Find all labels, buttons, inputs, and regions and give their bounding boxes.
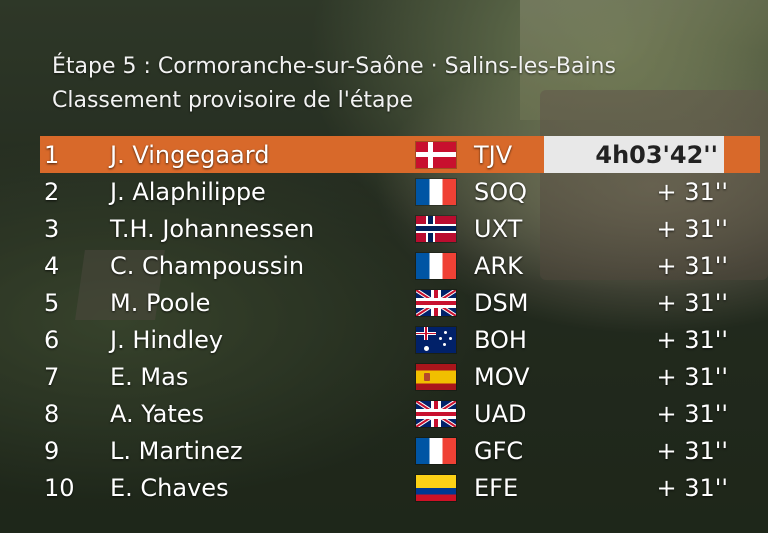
table-row: 8 A. Yates UAD + 31'' bbox=[40, 395, 760, 432]
table-row: 5 M. Poole DSM + 31'' bbox=[40, 284, 760, 321]
denmark-flag-icon bbox=[416, 141, 456, 168]
rank: 1 bbox=[44, 140, 60, 169]
team-code: UXT bbox=[474, 214, 523, 243]
rank: 8 bbox=[44, 399, 60, 428]
australia-flag-icon bbox=[416, 326, 456, 353]
team-code: GFC bbox=[474, 436, 524, 465]
table-row: 10 E. Chaves EFE + 31'' bbox=[40, 469, 760, 506]
time-gap: + 31'' bbox=[656, 436, 728, 465]
time-gap: + 31'' bbox=[656, 325, 728, 354]
time-gap: + 31'' bbox=[656, 399, 728, 428]
rank: 5 bbox=[44, 288, 60, 317]
table-row: 3 T.H. Johannessen UXT + 31'' bbox=[40, 210, 760, 247]
table-row: 6 J. Hindley BOH + 31'' bbox=[40, 321, 760, 358]
team-code: MOV bbox=[474, 362, 530, 391]
colombia-flag-icon bbox=[416, 474, 456, 501]
uk-flag-icon bbox=[416, 289, 456, 316]
classification-title: Classement provisoire de l'étape bbox=[52, 88, 413, 113]
team-code: SOQ bbox=[474, 177, 528, 206]
rider-name: J. Vingegaard bbox=[110, 140, 270, 169]
spain-flag-icon bbox=[416, 363, 456, 390]
team-code: EFE bbox=[474, 473, 519, 502]
leader-time-box bbox=[544, 136, 724, 173]
team-code: ARK bbox=[474, 251, 523, 280]
rider-name: T.H. Johannessen bbox=[110, 214, 315, 243]
time-gap: + 31'' bbox=[656, 251, 728, 280]
table-row: 7 E. Mas MOV + 31'' bbox=[40, 358, 760, 395]
time-gap: + 31'' bbox=[656, 214, 728, 243]
france-flag-icon bbox=[416, 437, 456, 464]
table-row: 4 C. Champoussin ARK + 31'' bbox=[40, 247, 760, 284]
time-gap: + 31'' bbox=[656, 362, 728, 391]
rider-name: A. Yates bbox=[110, 399, 204, 428]
france-flag-icon bbox=[416, 178, 456, 205]
table-row: 1 J. Vingegaard TJV 4h03'42'' bbox=[40, 136, 760, 173]
time-gap: + 31'' bbox=[656, 473, 728, 502]
france-flag-icon bbox=[416, 252, 456, 279]
finish-time: 4h03'42'' bbox=[595, 140, 718, 169]
rider-name: J. Alaphilippe bbox=[110, 177, 266, 206]
rank: 10 bbox=[44, 473, 75, 502]
table-row: 2 J. Alaphilippe SOQ + 31'' bbox=[40, 173, 760, 210]
rider-name: C. Champoussin bbox=[110, 251, 305, 280]
rider-name: L. Martinez bbox=[110, 436, 243, 465]
rider-name: J. Hindley bbox=[110, 325, 224, 354]
team-code: DSM bbox=[474, 288, 529, 317]
results-table: 1 J. Vingegaard TJV 4h03'42'' 2 J. Alaph… bbox=[40, 136, 760, 506]
rank: 3 bbox=[44, 214, 60, 243]
norway-flag-icon bbox=[416, 215, 456, 242]
rank: 9 bbox=[44, 436, 60, 465]
rider-name: E. Chaves bbox=[110, 473, 229, 502]
rank: 7 bbox=[44, 362, 60, 391]
team-code: BOH bbox=[474, 325, 527, 354]
rider-name: E. Mas bbox=[110, 362, 189, 391]
background-fortress bbox=[540, 90, 768, 280]
rank: 4 bbox=[44, 251, 60, 280]
uk-flag-icon bbox=[416, 400, 456, 427]
rider-name: M. Poole bbox=[110, 288, 211, 317]
rank: 6 bbox=[44, 325, 60, 354]
team-code: TJV bbox=[474, 140, 513, 169]
team-code: UAD bbox=[474, 399, 527, 428]
stage-title: Étape 5 : Cormoranche-sur-Saône · Salins… bbox=[52, 54, 616, 79]
table-row: 9 L. Martinez GFC + 31'' bbox=[40, 432, 760, 469]
time-gap: + 31'' bbox=[656, 288, 728, 317]
rank: 2 bbox=[44, 177, 60, 206]
time-gap: + 31'' bbox=[656, 177, 728, 206]
